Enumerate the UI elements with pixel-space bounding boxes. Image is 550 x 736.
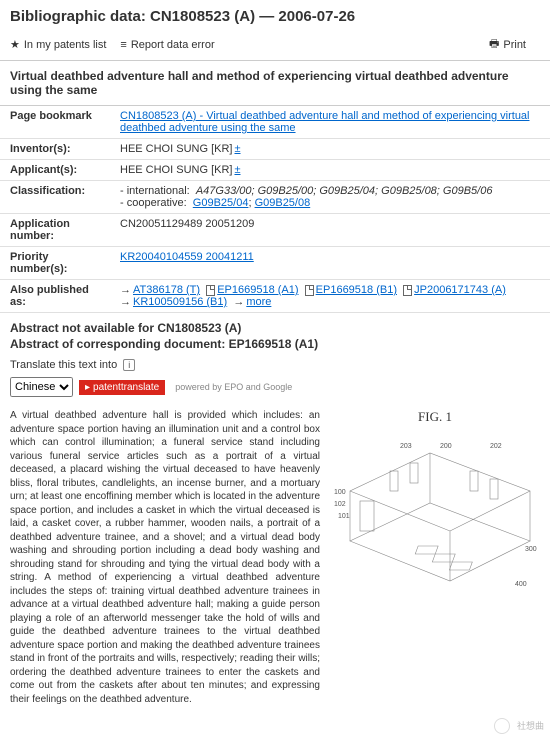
also-link-2[interactable]: EP1669518 (A1): [217, 284, 298, 296]
document-icon: [206, 285, 215, 296]
also-link-3[interactable]: EP1669518 (B1): [316, 284, 397, 296]
fig-label: 202: [490, 443, 502, 450]
report-error-link[interactable]: ≡ Report data error: [120, 39, 214, 51]
print-link[interactable]: 🖶 Print: [489, 35, 526, 54]
also-link-1[interactable]: AT386178 (T): [133, 284, 200, 296]
watermark-icon: [494, 718, 510, 734]
inventors-value: HEE CHOI SUNG [KR]: [120, 143, 232, 155]
star-icon: ★: [10, 38, 20, 51]
fig-label: 101: [338, 513, 350, 520]
fig-label: 300: [525, 546, 537, 553]
print-label: Print: [503, 39, 526, 51]
also-link-4[interactable]: JP2006171743 (A): [414, 284, 506, 296]
figure-svg: [330, 431, 540, 601]
bookmark-label: Page bookmark: [0, 106, 110, 139]
applicants-value: HEE CHOI SUNG [KR]: [120, 164, 232, 176]
translate-row: Translate this text into i: [0, 353, 550, 377]
document-title: Virtual deathbed adventure hall and meth…: [0, 61, 550, 106]
arrow-icon: ▸: [85, 382, 90, 393]
also-link-5[interactable]: KR100509156 (B1): [133, 296, 227, 308]
info-icon[interactable]: i: [123, 359, 135, 371]
pt-badge-label: patenttranslate: [93, 382, 159, 393]
applicants-label: Applicant(s):: [0, 160, 110, 181]
fig-label: 203: [400, 443, 412, 450]
abstract-corr: Abstract of corresponding document: EP16…: [0, 337, 550, 353]
bookmark-link[interactable]: CN1808523 (A) - Virtual deathbed adventu…: [120, 110, 530, 134]
class-coop-label: - cooperative:: [120, 197, 187, 209]
pt-caption: powered by EPO and Google: [175, 382, 292, 392]
abstract-na: Abstract not available for CN1808523 (A): [0, 313, 550, 337]
also-more-link[interactable]: more: [246, 296, 271, 308]
my-patents-label: In my patents list: [24, 39, 107, 51]
toolbar: ★ In my patents list ≡ Report data error…: [0, 31, 550, 61]
fig-label: 400: [515, 581, 527, 588]
class-intl-value: A47G33/00; G09B25/00; G09B25/04; G09B25/…: [196, 185, 493, 197]
inventors-expand[interactable]: ±: [234, 143, 240, 155]
abstract-text: A virtual deathbed adventure hall is pro…: [10, 409, 320, 706]
fig-label: 200: [440, 443, 452, 450]
document-icon: [305, 285, 314, 296]
patent-translate-button[interactable]: ▸patenttranslate: [79, 380, 165, 395]
appnum-label: Application number:: [0, 214, 110, 247]
class-coop-1[interactable]: G09B25/04: [193, 197, 249, 209]
watermark-text: 社想曲: [517, 719, 544, 732]
fig-label: 100: [334, 489, 346, 496]
figure-title: FIG. 1: [330, 409, 540, 425]
translate-label: Translate this text into: [10, 359, 117, 371]
my-patents-link[interactable]: ★ In my patents list: [10, 38, 106, 51]
report-icon: ≡: [120, 39, 126, 51]
biblio-table: Page bookmark CN1808523 (A) - Virtual de…: [0, 106, 550, 313]
language-select[interactable]: Chinese: [10, 377, 73, 397]
figure-panel: FIG. 1: [330, 409, 540, 706]
page-heading: Bibliographic data: CN1808523 (A) — 2006…: [10, 8, 540, 25]
also-published-cell: →AT386178 (T) EP1669518 (A1) EP1669518 (…: [110, 280, 550, 313]
figure-drawing: 203 200 202 100 102 101 400 300: [330, 431, 540, 601]
prio-label: Priority number(s):: [0, 247, 110, 280]
classification-label: Classification:: [0, 181, 110, 214]
applicants-expand[interactable]: ±: [234, 164, 240, 176]
fig-label: 102: [334, 501, 346, 508]
report-error-label: Report data error: [131, 39, 215, 51]
class-coop-2[interactable]: G09B25/08: [255, 197, 311, 209]
inventors-label: Inventor(s):: [0, 139, 110, 160]
also-label: Also published as:: [0, 280, 110, 313]
appnum-value: CN20051129489 20051209: [110, 214, 550, 247]
class-intl-label: - international:: [120, 185, 190, 197]
print-icon: 🖶: [489, 35, 499, 54]
document-icon: [403, 285, 412, 296]
prio-link[interactable]: KR20040104559 20041211: [120, 251, 254, 263]
